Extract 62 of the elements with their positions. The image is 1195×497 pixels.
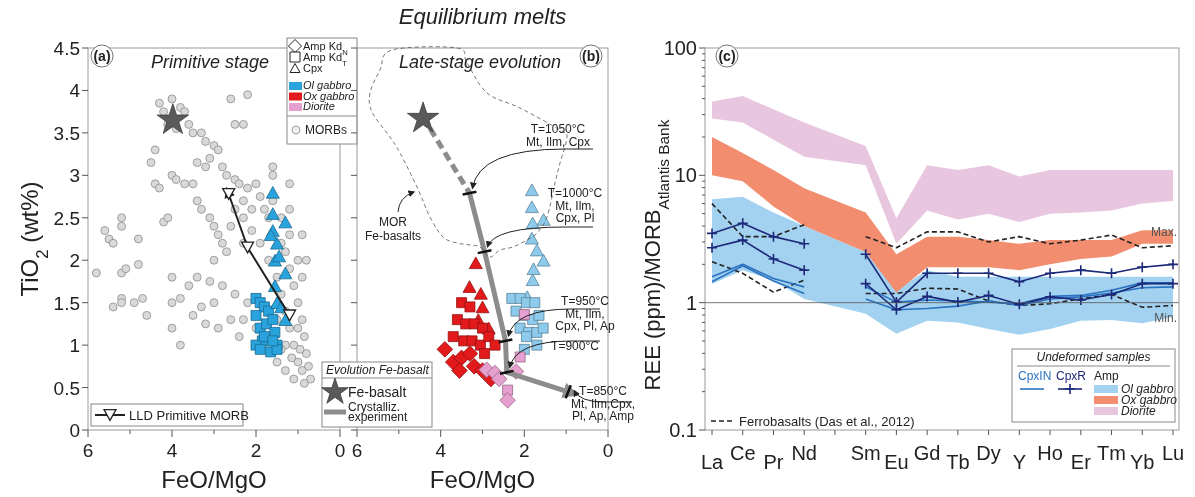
legend-label: Ol gabbro: [1121, 382, 1175, 396]
annotation: MOR Fe-basalts: [364, 215, 422, 243]
legend-label: Crystalliz. experiment: [348, 400, 409, 425]
x-tick-label: 6: [82, 440, 94, 461]
y-tick-label: 10: [674, 164, 697, 187]
y-tick-label: 4: [69, 80, 81, 102]
x-tick-label: Nd: [791, 442, 817, 464]
y-tick-label: 0.5: [53, 377, 80, 399]
legend-title: Evolution Fe-basalt: [326, 363, 430, 377]
text: CpxIN: [1018, 369, 1052, 383]
annotation: T=1050°C Mt, Ilm, Cpx: [525, 122, 591, 149]
x-tick-label: Tm: [1097, 442, 1126, 464]
legend-label: LLD Primitive MORB: [129, 408, 249, 423]
annotation: T=850°C Mt, Ilm,Cpx, Pl, Ap, Amp: [570, 384, 636, 424]
x-tick-label: Pr: [763, 451, 784, 473]
legend-label: Ferrobasalts (Das et al., 2012): [739, 414, 915, 429]
x-tick-label: Ce: [729, 442, 756, 464]
x-tick-label: Er: [1070, 451, 1092, 473]
x-tick-label: Sm: [850, 442, 881, 464]
annotation: T=950°C Mt, Ilm, Cpx, Pl, Ap: [555, 294, 615, 334]
x-tick-label: Gd: [913, 442, 941, 464]
x-tick-label: 4: [435, 440, 447, 461]
annotation: Late-stage evolution: [398, 52, 562, 72]
annotation: T=1000°C Mt, Ilm, Cpx, Pl: [547, 186, 603, 226]
y-tick-label: 3.5: [53, 122, 80, 144]
y-tick-label: 1: [69, 335, 80, 357]
legend-title: Undeformed samples: [1036, 350, 1151, 364]
y-tick-label: 2.5: [53, 207, 80, 229]
x-tick-label: Tb: [946, 451, 970, 473]
x-tick-label: 0: [334, 440, 346, 461]
y-tick-label: 3: [69, 165, 80, 187]
x-tick-label: 2: [250, 440, 262, 461]
annotation: T=900°C: [551, 339, 600, 353]
annotation: Primitive stage: [150, 52, 270, 72]
x-tick-label: Dy: [976, 442, 1001, 464]
x-tick-label: Y: [1012, 451, 1027, 473]
y-tick-label: 0: [69, 420, 80, 441]
chart-title: Equilibrium melts: [398, 4, 567, 29]
x-tick-label: 4: [166, 440, 178, 461]
annotation: Min.: [1154, 310, 1177, 325]
x-tick-label: Eu: [884, 451, 909, 473]
x-tick-label: La: [700, 451, 724, 473]
legend-label: Fe-basalt: [348, 384, 407, 400]
y-tick-label: 4.5: [53, 38, 80, 59]
annotation: Ol gabbro: [303, 79, 352, 91]
annotation: Amp: [1094, 369, 1119, 383]
y-tick-label: 0.1: [669, 419, 697, 441]
y-tick-label: 100: [663, 37, 697, 59]
x-tick-label: Ho: [1037, 442, 1063, 464]
y-tick-label: 1.5: [53, 292, 80, 314]
annotation: Cpx: [303, 62, 324, 74]
x-tick-label: Yb: [1130, 451, 1155, 473]
y-tick-label: 1: [685, 291, 697, 314]
text: CpxR: [1056, 369, 1087, 383]
x-axis-title: FeO/MgO: [429, 466, 536, 493]
x-tick-label: 0: [602, 440, 614, 461]
x-tick-label: 6: [351, 440, 363, 461]
y-tick-label: 2: [69, 250, 80, 272]
x-tick-label: Lu: [1161, 442, 1185, 464]
annotation: MORBs: [305, 123, 347, 137]
x-axis-title: FeO/MgO: [161, 466, 267, 493]
x-tick-label: 2: [519, 440, 530, 461]
